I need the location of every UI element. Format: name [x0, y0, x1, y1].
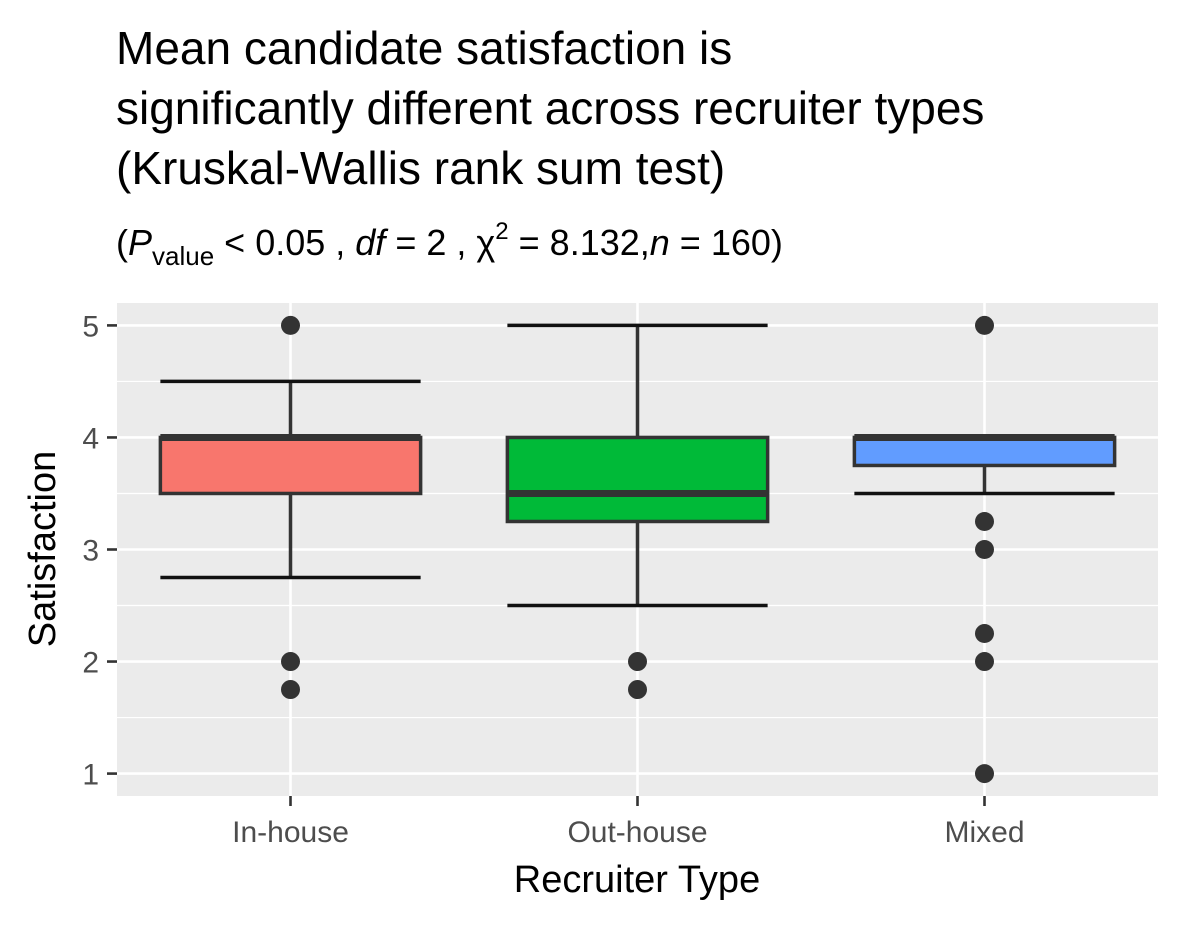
p-symbol: P	[128, 222, 153, 263]
outlier-point	[975, 511, 994, 531]
x-tick-label: Out-house	[567, 816, 707, 849]
y-tick-label: 4	[82, 422, 99, 455]
n-symbol: n	[649, 222, 670, 263]
p-subscript: value	[152, 241, 215, 271]
outlier-point	[975, 624, 994, 644]
outlier-point	[975, 764, 994, 784]
box-out-house	[505, 323, 770, 700]
chart-title-line: Mean candidate satisfaction is	[116, 22, 733, 74]
outlier-point	[975, 540, 994, 559]
y-axis: 1 2 3 4 5	[82, 310, 117, 792]
outlier-point	[975, 652, 994, 672]
outlier-point	[281, 680, 300, 700]
box-mixed	[852, 315, 1117, 784]
df-value-text: = 2 ,	[385, 222, 477, 263]
box-iqr	[505, 435, 770, 524]
y-tick-label: 2	[82, 647, 99, 680]
chart-title-line: significantly different across recruiter…	[116, 82, 985, 134]
y-tick-label: 5	[82, 310, 99, 343]
chart-subtitle: (Pvalue < 0.05 , df = 2 , χ2 = 8.132,n =…	[116, 218, 783, 271]
box-in-house	[158, 315, 423, 700]
df-symbol: df	[355, 222, 386, 263]
chart-title-line: (Kruskal-Wallis rank sum test)	[116, 142, 726, 194]
chi-symbol: χ	[476, 222, 496, 263]
outlier-point	[628, 680, 647, 700]
outlier-point	[628, 652, 647, 672]
chart-title: Mean candidate satisfaction is significa…	[116, 18, 984, 198]
outlier-point	[281, 652, 300, 672]
x-tick-label: In-house	[232, 816, 349, 849]
y-axis-label: Satisfaction	[22, 451, 64, 647]
n-value-text: = 160)	[669, 222, 783, 263]
box-iqr	[158, 435, 423, 496]
subtitle-open: (	[116, 222, 128, 263]
x-axis-label: Recruiter Type	[514, 859, 760, 901]
x-axis: In-house Out-house Mixed	[232, 796, 1025, 849]
chi-superscript: 2	[495, 218, 509, 245]
box-iqr	[852, 435, 1117, 468]
y-tick-label: 3	[82, 535, 99, 568]
box-series	[158, 315, 1117, 784]
y-tick-label: 1	[82, 759, 99, 792]
x-tick-label: Mixed	[944, 816, 1024, 849]
chi-value-text: = 8.132,	[508, 222, 650, 263]
p-value-text: < 0.05 ,	[214, 222, 356, 263]
outlier-point	[975, 315, 994, 335]
outlier-point	[281, 315, 300, 335]
